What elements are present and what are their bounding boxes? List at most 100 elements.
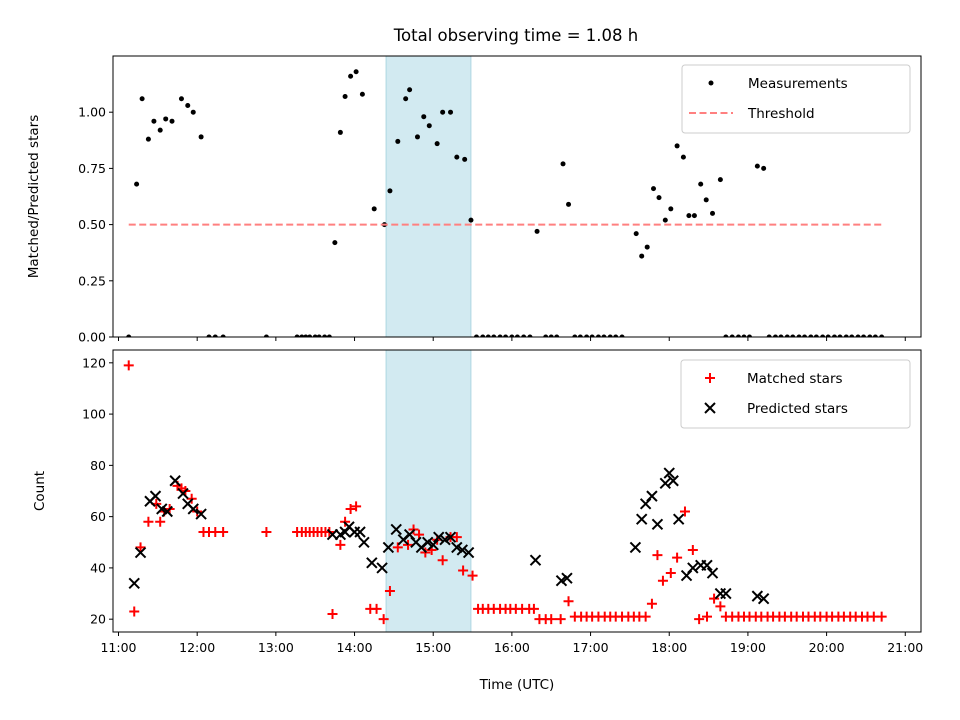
predicted-stars-point — [629, 541, 642, 554]
matched-stars-point — [458, 565, 469, 576]
measurements-point — [613, 334, 619, 337]
measurements-point — [434, 141, 440, 147]
measurements-point — [717, 177, 723, 183]
y-tick-label: 100 — [82, 407, 106, 422]
measurements-point — [766, 334, 772, 337]
measurements-point — [126, 334, 132, 337]
matched-stars-point — [371, 603, 382, 614]
matched-stars-point — [687, 544, 698, 555]
legend-frame — [681, 64, 911, 134]
matched-stars-point — [679, 506, 690, 517]
measurements-point — [473, 334, 479, 337]
measurements-point — [426, 123, 432, 129]
y-tick-label: 80 — [90, 458, 106, 473]
x-axis-label: Time (UTC) — [479, 677, 555, 693]
measurements-point — [414, 134, 420, 140]
matched-stars-point — [694, 614, 705, 625]
measurements-point — [651, 186, 657, 192]
measurements-point — [332, 240, 338, 246]
predicted-stars-point — [757, 592, 770, 605]
measurements-point — [185, 102, 191, 108]
measurements-point — [497, 334, 503, 337]
measurements-point — [867, 334, 873, 337]
measurements-point — [548, 334, 554, 337]
measurements-point — [849, 334, 855, 337]
measurements-point — [686, 213, 692, 219]
matched-stars-point — [378, 614, 389, 625]
measurements-point — [855, 334, 861, 337]
measurements-point — [303, 334, 309, 337]
measurements-point — [454, 154, 460, 160]
measurements-point — [468, 217, 474, 223]
measurements-point — [342, 93, 348, 99]
measurements-point — [326, 334, 332, 337]
measurements-point — [680, 154, 686, 160]
matched-stars-point — [135, 542, 146, 553]
y-tick-label: 120 — [82, 355, 106, 370]
predicted-stars-point — [444, 531, 457, 543]
measurements-point — [554, 334, 560, 337]
matched-stars-point — [437, 555, 448, 566]
measurements-point — [448, 109, 454, 115]
legend: Measurements Threshold — [681, 64, 911, 134]
predicted-stars-point — [663, 467, 675, 479]
measurements-point — [761, 165, 767, 171]
measurements-point — [322, 334, 328, 337]
matched-stars-point — [351, 501, 362, 512]
measurements-point — [348, 73, 354, 79]
measurements-point — [802, 334, 808, 337]
x-tick-label: 16:00 — [494, 640, 530, 655]
matched-stars-point — [709, 593, 720, 604]
axes-frame — [112, 349, 922, 633]
legend-measurements-label: Measurements — [748, 76, 848, 92]
measurements-point — [577, 334, 583, 337]
measurements-point — [639, 253, 645, 259]
matched-stars-point — [155, 516, 166, 527]
matched-stars-point — [640, 611, 651, 622]
predicted-stars-point — [427, 539, 439, 551]
measurements-point — [359, 91, 365, 97]
y-tick-label: 1.00 — [78, 105, 106, 120]
measurements-point — [710, 210, 716, 216]
matched-stars-point — [702, 611, 713, 622]
predicted-stars-point — [134, 546, 147, 559]
measurements-point — [820, 334, 826, 337]
measurements-point — [134, 181, 140, 187]
measurements-point — [843, 334, 849, 337]
predicted-stars-point — [701, 559, 713, 572]
measurements-point — [560, 161, 566, 167]
matched-stars-point — [657, 575, 668, 586]
measurements-point — [837, 334, 843, 337]
measurements-point — [212, 334, 218, 337]
measurements-point — [796, 334, 802, 337]
measurements-point — [163, 116, 169, 122]
measurements-point — [371, 206, 377, 212]
measurements-point — [387, 188, 393, 194]
measurements-point — [698, 181, 704, 187]
predicted-stars-point — [169, 475, 181, 487]
measurements-point — [514, 334, 520, 337]
x-tick-label: 19:00 — [730, 640, 766, 655]
measurements-point — [668, 206, 674, 212]
legend-predicted-stars-swatch — [704, 402, 716, 414]
y-tick-label: 0.25 — [78, 273, 106, 288]
measurements-point — [534, 228, 540, 234]
predicted-stars-point — [177, 487, 189, 500]
measurements-point — [729, 334, 735, 337]
measurements-point — [772, 334, 778, 337]
y-axis-label: Matched/Predicted stars — [26, 115, 42, 278]
measurements-point — [808, 334, 814, 337]
measurements-point — [462, 156, 468, 162]
observing-window-span — [385, 349, 472, 633]
predicted-stars-point — [672, 513, 685, 525]
measurements-point — [178, 96, 184, 102]
measurements-point — [633, 231, 639, 237]
matched-stars-point — [123, 360, 134, 371]
measurements-point — [825, 334, 831, 337]
measurements-point — [879, 334, 885, 337]
legend-threshold-label: Threshold — [747, 106, 815, 122]
predicted-stars-point — [456, 544, 469, 556]
measurements-point — [601, 334, 607, 337]
measurements-point — [421, 114, 427, 120]
predicted-stars-point — [667, 475, 679, 487]
